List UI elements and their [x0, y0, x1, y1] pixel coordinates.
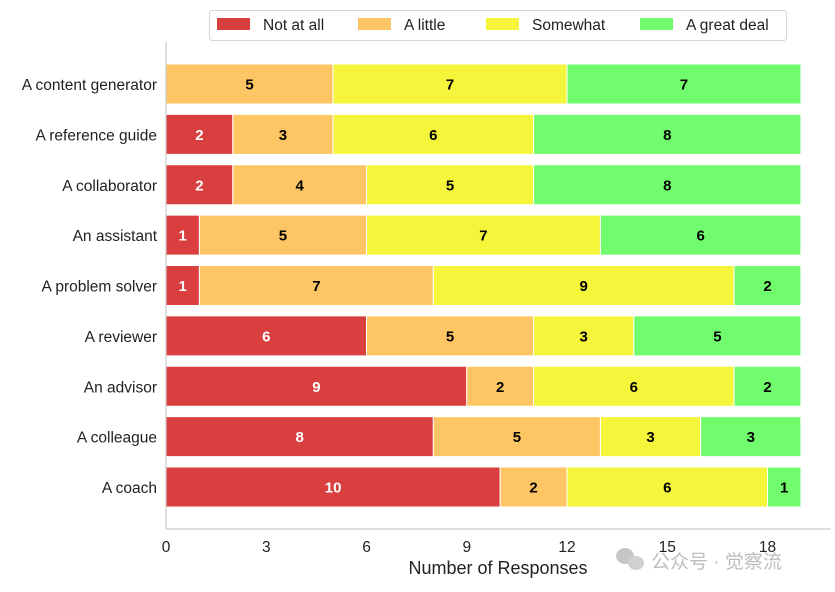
bar-segment: [366, 164, 535, 206]
bar-segment: [232, 113, 334, 155]
x-tick-labels: 0 3 6 9 12 15 18: [162, 539, 776, 556]
y-tick-label: A reviewer: [85, 329, 157, 346]
data-label: 2: [195, 177, 203, 194]
y-tick-label: A collaborator: [62, 178, 157, 195]
data-label: 2: [763, 379, 771, 396]
data-label: 5: [446, 328, 454, 345]
data-label: 9: [312, 379, 320, 396]
x-tick-label: 0: [162, 539, 171, 556]
watermark-text: 公众号 · 觉察流: [651, 551, 782, 573]
data-label: 5: [245, 77, 253, 94]
legend-swatch: [486, 18, 519, 30]
x-tick-label: 3: [262, 539, 271, 556]
bars: 5 7 7 2 3 6 8 2 4 5 8 1 5 7 6 1 7 9 2 6 5 3 5 9 2 6 2 8 5 3 3 10 2 6 1: [165, 63, 802, 508]
x-tick-label: 9: [462, 539, 471, 556]
bar-segment: [332, 63, 568, 105]
data-label: 4: [295, 177, 304, 194]
x-tick-label: 18: [759, 539, 776, 556]
bar-segment: [332, 113, 535, 155]
data-label: 3: [646, 429, 654, 446]
bar-segment: [366, 315, 535, 357]
bar-segment: [566, 466, 769, 508]
data-label: 5: [446, 177, 454, 194]
data-label: 6: [663, 480, 671, 497]
bar-segment: [432, 416, 601, 458]
bar-segment: [767, 466, 802, 508]
bar-segment: [165, 315, 368, 357]
data-label: 3: [279, 127, 287, 144]
x-tick-label: 15: [659, 539, 676, 556]
data-label: 2: [529, 480, 537, 497]
data-label: 7: [479, 228, 487, 245]
data-label: 6: [697, 228, 705, 245]
legend: Not at all A little Somewhat A great deal: [209, 10, 787, 41]
bar-segment: [232, 164, 368, 206]
data-label: 1: [179, 228, 187, 245]
data-label: 6: [630, 379, 638, 396]
data-label: 3: [580, 328, 588, 345]
bar-segment: [566, 63, 802, 105]
bar-segment: [700, 416, 802, 458]
y-tick-labels: A content generator A reference guide A co…: [22, 77, 158, 497]
x-axis-label: Number of Responses: [408, 558, 587, 578]
bar-segment: [533, 113, 802, 155]
bar-segment: [633, 315, 802, 357]
bar-segment: [432, 265, 735, 306]
data-label: 2: [763, 278, 771, 295]
data-label: 8: [663, 177, 671, 194]
bar-segment: [165, 63, 334, 105]
data-label: 5: [713, 328, 721, 345]
y-tick-label: A coach: [102, 480, 157, 497]
bar-segment: [198, 214, 368, 256]
y-tick-label: A content generator: [22, 77, 157, 94]
y-tick-label: A colleague: [77, 430, 157, 447]
data-label: 5: [279, 228, 287, 245]
bar-segment: [198, 265, 434, 306]
bar-segment: [165, 416, 434, 458]
data-label: 7: [446, 77, 454, 94]
bar-segment: [165, 214, 200, 256]
data-label: 8: [295, 429, 303, 446]
data-label: 10: [325, 480, 342, 497]
legend-swatch: [217, 18, 250, 30]
bar-segment: [533, 315, 635, 357]
data-label: 8: [663, 127, 671, 144]
legend-label: A little: [404, 17, 445, 34]
legend-label: Not at all: [263, 17, 324, 34]
legend-label: A great deal: [686, 17, 769, 34]
data-label: 7: [312, 278, 320, 295]
data-label: 2: [195, 127, 203, 144]
legend-swatch: [358, 18, 391, 30]
data-label: 3: [747, 429, 755, 446]
bar-segment: [466, 365, 535, 407]
data-label: 9: [580, 278, 588, 295]
data-label: 2: [496, 379, 504, 396]
data-label: 1: [179, 278, 187, 295]
watermark: 公众号 · 觉察流: [616, 548, 782, 573]
bar-segment: [366, 214, 601, 256]
x-tick-label: 12: [558, 539, 575, 556]
y-tick-label: An advisor: [84, 379, 157, 396]
y-tick-label: A problem solver: [42, 279, 157, 296]
bar-segment: [733, 365, 802, 407]
data-label: 7: [680, 77, 688, 94]
y-tick-label: An assistant: [73, 228, 158, 245]
data-label: 5: [513, 429, 521, 446]
legend-label: Somewhat: [532, 17, 606, 34]
data-label: 6: [262, 328, 270, 345]
bar-segment: [533, 164, 802, 206]
x-tick-label: 6: [362, 539, 371, 556]
legend-swatch: [640, 18, 673, 30]
bar-segment: [599, 214, 802, 256]
bar-segment: [733, 265, 802, 306]
y-tick-label: A reference guide: [35, 127, 157, 144]
data-label: 6: [429, 127, 437, 144]
data-label: 1: [780, 480, 788, 497]
